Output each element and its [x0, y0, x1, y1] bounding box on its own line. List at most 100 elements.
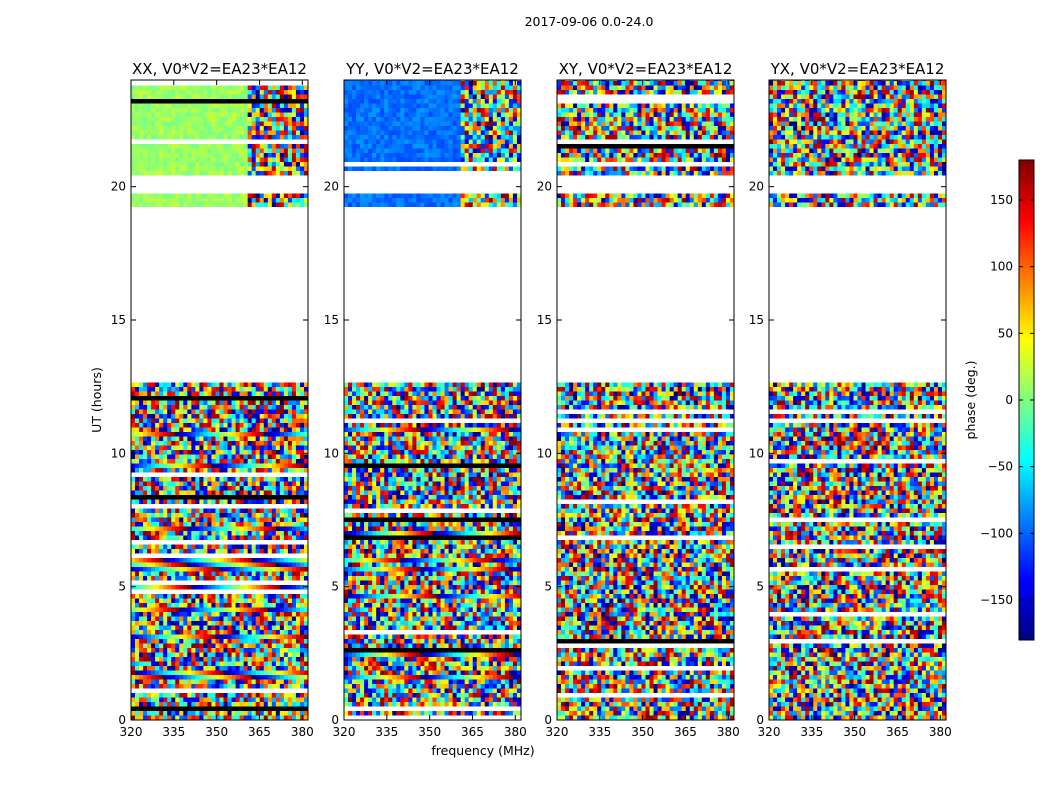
heat-cell: [243, 594, 248, 599]
heat-cell: [295, 94, 301, 99]
heat-cell: [452, 688, 457, 693]
heat-cell: [452, 684, 457, 689]
heat-cell: [215, 445, 220, 450]
heat-cell: [191, 661, 196, 666]
heat-cell: [255, 625, 261, 630]
heat-cell: [384, 612, 389, 617]
heat-cell: [283, 675, 289, 680]
heat-cell: [159, 463, 164, 468]
heat-cell: [251, 112, 256, 117]
heat-cell: [135, 432, 140, 437]
heat-cell: [291, 616, 297, 621]
heat-cell: [179, 157, 184, 162]
heat-cell: [207, 603, 212, 608]
heat-cell: [275, 517, 281, 522]
heat-cell: [135, 427, 140, 432]
heat-cell: [139, 477, 144, 482]
heat-cell: [271, 459, 277, 464]
heat-cell: [151, 85, 156, 90]
heat-cell: [279, 112, 285, 117]
heat-cell: [227, 418, 232, 423]
heat-cell: [364, 616, 369, 621]
heat-cell: [155, 634, 160, 639]
heat-cell: [255, 144, 261, 149]
heat-cell: [267, 598, 273, 603]
heat-cell: [251, 643, 256, 648]
heat-cell: [231, 598, 236, 603]
heat-cell: [263, 450, 269, 455]
heat-cell: [171, 697, 176, 702]
heat-cell: [352, 675, 357, 680]
heat-cell: [259, 85, 265, 90]
heat-cell: [131, 436, 136, 441]
heat-cell: [159, 198, 164, 203]
heat-cell: [239, 684, 244, 689]
heat-cell: [135, 418, 140, 423]
heat-cell: [239, 445, 244, 450]
heat-cell: [139, 423, 144, 428]
heat-cell: [247, 661, 252, 666]
heat-cell: [175, 382, 180, 387]
heat-cell: [191, 148, 196, 153]
heat-cell: [211, 486, 216, 491]
heat-cell: [299, 427, 305, 432]
heat-cell: [424, 693, 429, 698]
heat-cell: [195, 639, 200, 644]
heat-cell: [247, 490, 252, 495]
heat-cell: [388, 625, 393, 630]
heat-cell: [183, 463, 188, 468]
heat-cell: [211, 400, 216, 405]
heat-cell: [219, 508, 224, 513]
heat-cell: [219, 702, 224, 707]
heat-cell: [207, 130, 212, 135]
heat-cell: [279, 670, 285, 675]
heat-cell: [259, 544, 265, 549]
heat-cell: [163, 522, 168, 527]
heat-cell: [279, 436, 285, 441]
heat-cell: [187, 535, 192, 540]
heat-cell: [179, 544, 184, 549]
heat-cell: [203, 418, 208, 423]
heat-cell: [303, 531, 308, 536]
heat-cell: [279, 441, 285, 446]
heat-cell: [251, 382, 256, 387]
heat-cell: [259, 675, 265, 680]
heat-cell: [175, 171, 180, 176]
heat-cell: [159, 454, 164, 459]
heat-cell: [476, 643, 482, 648]
heat-cell: [263, 387, 269, 392]
heat-cell: [195, 171, 200, 176]
heat-cell: [287, 445, 293, 450]
heat-cell: [187, 481, 192, 486]
heat-cell: [187, 661, 192, 666]
heat-cell: [183, 409, 188, 414]
heat-cell: [251, 585, 256, 590]
heat-cell: [267, 135, 273, 140]
heat-cell: [400, 616, 405, 621]
heat-cell: [291, 436, 297, 441]
heat-cell: [492, 634, 498, 639]
heat-cell: [187, 418, 192, 423]
heat-cell: [195, 697, 200, 702]
heat-cell: [199, 117, 204, 122]
heat-cell: [412, 652, 417, 657]
heat-cell: [263, 607, 269, 612]
heat-cell: [231, 661, 236, 666]
heat-cell: [171, 441, 176, 446]
heat-cell: [239, 558, 244, 563]
heat-cell: [223, 499, 228, 504]
heat-cell: [348, 639, 353, 644]
heat-cell: [299, 450, 305, 455]
heat-cell: [263, 157, 269, 162]
heat-cell: [227, 697, 232, 702]
heat-cell: [139, 409, 144, 414]
heat-cell: [460, 711, 465, 716]
heat-cell: [492, 670, 498, 675]
heat-cell: [207, 675, 212, 680]
heat-cell: [291, 148, 297, 153]
heat-cell: [283, 693, 289, 698]
heat-cell: [171, 117, 176, 122]
heat-cell: [215, 603, 220, 608]
heat-cell: [295, 162, 301, 167]
heat-cell: [187, 697, 192, 702]
